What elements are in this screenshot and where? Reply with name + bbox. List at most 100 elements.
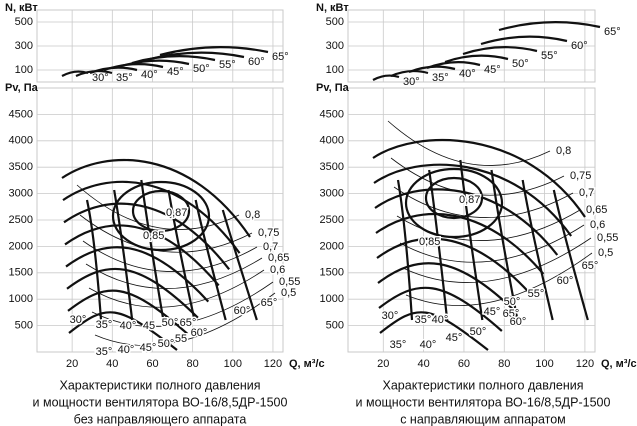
x-tick-label: 120 <box>576 358 594 370</box>
y-tick-label: 500 <box>326 320 344 332</box>
speed-curve <box>428 169 449 321</box>
x-tick-label: 20 <box>377 358 389 370</box>
n-axis-label: N, кВт <box>5 2 38 14</box>
efficiency-label: 0,65 <box>586 204 607 216</box>
efficiency-contour <box>387 120 551 166</box>
y-tick-label: 1500 <box>9 267 33 279</box>
efficiency-label: 0,6 <box>270 264 285 276</box>
efficiency-contour <box>424 176 484 220</box>
angle-label: 50° <box>158 338 175 350</box>
x-tick-label: 60 <box>146 358 158 370</box>
power-label: 45° <box>167 66 184 78</box>
power-curve <box>444 54 509 64</box>
power-label: 50° <box>512 58 529 70</box>
power-label: 60° <box>571 40 588 52</box>
power-label: 40° <box>459 68 476 80</box>
angle-label: 60° <box>234 305 251 317</box>
pressure-curve <box>372 138 586 218</box>
power-curve <box>462 46 538 56</box>
efficiency-label: 0,6 <box>590 219 605 231</box>
angle-label: 65° <box>180 317 197 329</box>
efficiency-contour <box>82 240 258 272</box>
n-tick-label: 100 <box>15 64 33 76</box>
y-tick-label: 3500 <box>9 161 33 173</box>
x-tick-label: 120 <box>264 358 282 370</box>
x-axis-label: Q, м³/с <box>601 358 637 370</box>
power-label: 55° <box>219 59 236 71</box>
angle-label: 35° <box>96 346 113 358</box>
speed-curve <box>140 179 165 321</box>
efficiency-contour <box>405 252 593 306</box>
efficiency-contour <box>131 189 191 233</box>
efficiency-label: 0,55 <box>597 232 618 244</box>
x-axis-label: Q, м³/с <box>289 358 325 370</box>
x-tick-label: 80 <box>187 358 199 370</box>
angle-label: 60° <box>510 316 527 328</box>
y-tick-label: 3000 <box>9 188 33 200</box>
efficiency-label: 0,85 <box>143 230 164 242</box>
efficiency-label: 0,5 <box>598 247 613 259</box>
speed-curve <box>167 189 196 321</box>
efficiency-contour <box>85 257 263 289</box>
power-label: 55° <box>541 50 558 62</box>
pressure-curve <box>67 289 189 335</box>
angle-label: 40° <box>118 344 135 356</box>
efficiency-contour <box>399 224 585 263</box>
efficiency-label: 0,55 <box>279 276 300 288</box>
n-tick-label: 500 <box>326 16 344 28</box>
n-tick-label: 500 <box>15 16 33 28</box>
x-tick-label: 40 <box>417 358 429 370</box>
power-label: 35° <box>116 72 133 84</box>
angle-label: 40° <box>420 339 437 351</box>
angle-label: 55° <box>528 288 545 300</box>
caption: без направляющего аппарата <box>74 412 247 426</box>
speed-curve <box>221 209 258 321</box>
speed-curve <box>459 159 484 321</box>
power-curve <box>372 74 400 81</box>
angle-label: 65° <box>261 297 278 309</box>
efficiency-label: 0,5 <box>281 287 296 299</box>
caption: Характеристики полного давления <box>383 378 584 392</box>
y-tick-label: 4000 <box>9 135 33 147</box>
efficiency-contour <box>393 186 574 218</box>
pressure-curve <box>61 158 251 238</box>
angle-label: 35° <box>415 314 432 326</box>
n-axis-label: N, кВт <box>316 2 349 14</box>
efficiency-contour <box>396 209 581 241</box>
pressure-curve <box>379 311 489 351</box>
angle-label: 60° <box>191 327 208 339</box>
speed-curve <box>194 199 227 321</box>
panel: 20 40 60 80 100 120 500 1000 1500 2000 2500 3000 350… <box>5 2 325 426</box>
x-tick-label: 60 <box>458 358 470 370</box>
x-tick-label: 100 <box>224 358 242 370</box>
power-curve <box>498 21 601 32</box>
x-tick-label: 80 <box>498 358 510 370</box>
caption: Характеристики полного давления <box>60 378 261 392</box>
angle-label: 50° <box>504 296 521 308</box>
n-tick-label: 300 <box>326 40 344 52</box>
angle-label: 40° <box>120 320 137 332</box>
y-tick-label: 2500 <box>320 214 344 226</box>
efficiency-contour <box>111 180 211 252</box>
power-label: 65° <box>272 51 289 63</box>
angle-label: 45° <box>446 332 463 344</box>
efficiency-contour <box>88 269 265 308</box>
efficiency-label: 0,7 <box>263 241 278 253</box>
angle-label: 30° <box>70 314 87 326</box>
y-tick-label: 3000 <box>320 188 344 200</box>
power-label: 35° <box>432 72 449 84</box>
x-tick-label: 100 <box>535 358 553 370</box>
power-label: 60° <box>248 56 265 68</box>
angle-label: 35° <box>96 319 113 331</box>
n-tick-label: 100 <box>326 64 344 76</box>
efficiency-contour <box>94 292 276 346</box>
efficiency-label: 0,87 <box>166 207 187 219</box>
y-tick-label: 1000 <box>9 293 33 305</box>
efficiency-contour <box>79 214 253 253</box>
efficiency-contour <box>404 167 504 239</box>
efficiency-label: 0,8 <box>556 145 571 157</box>
y-tick-label: 4500 <box>320 108 344 120</box>
power-label: 65° <box>604 26 621 38</box>
power-curve <box>426 61 481 70</box>
